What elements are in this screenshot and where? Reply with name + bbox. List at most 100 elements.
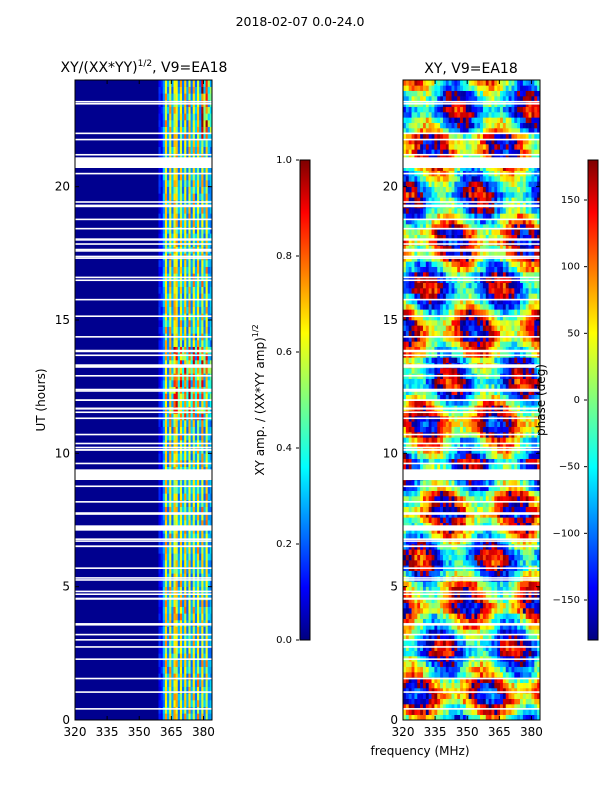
phase-cell	[417, 602, 421, 609]
amp-cell	[201, 126, 204, 134]
phase-cell	[451, 634, 455, 641]
amp-cell	[199, 693, 202, 701]
amp-cell	[162, 353, 166, 361]
phase-cell	[488, 613, 492, 619]
phase-cell	[494, 714, 498, 720]
amp-cell	[179, 706, 183, 714]
amp-cell	[207, 666, 211, 674]
phase-cell	[471, 645, 475, 651]
amp-cell	[162, 340, 166, 347]
amp-cell	[192, 120, 196, 127]
phase-cell	[537, 613, 540, 619]
phase-cell	[491, 453, 495, 459]
phase-cell	[445, 666, 449, 673]
amp-cell	[184, 93, 187, 101]
phase-cell	[465, 586, 469, 593]
phase-cell	[457, 645, 461, 651]
phase-cell	[425, 677, 429, 683]
amp-cell	[190, 193, 194, 201]
amp-cell	[184, 420, 187, 427]
phase-cell	[448, 448, 452, 454]
phase-cell	[505, 528, 509, 534]
amp-cell	[167, 140, 170, 147]
phase-cell	[511, 597, 515, 603]
phase-cell	[425, 570, 429, 577]
phase-cell	[534, 458, 538, 465]
amp-cell	[197, 660, 200, 667]
phase-cell	[451, 533, 455, 539]
phase-cell	[514, 672, 518, 678]
amp-cell	[171, 540, 174, 547]
flagged-line	[75, 255, 212, 258]
phase-cell	[445, 597, 449, 603]
phase-cell	[442, 549, 447, 555]
amp-cell	[173, 600, 176, 607]
phase-cell	[534, 704, 538, 710]
amp-cell	[184, 353, 187, 361]
amp-cell	[177, 353, 181, 361]
amp-cell	[164, 306, 168, 314]
amp-cell	[186, 306, 189, 314]
amp-cell	[190, 133, 194, 141]
phase-cell	[502, 560, 507, 566]
phase-cell	[414, 528, 418, 534]
phase-cell	[480, 682, 484, 689]
amp-cell	[175, 153, 179, 161]
phase-cell	[511, 661, 515, 667]
amp-cell	[201, 566, 204, 574]
phase-cell	[420, 490, 424, 497]
amp-cell	[162, 186, 166, 194]
amp-cell	[184, 613, 187, 621]
phase-cell	[414, 485, 418, 491]
phase-cell	[531, 666, 535, 673]
amp-cell	[169, 680, 172, 687]
phase-cell	[414, 629, 418, 635]
phase-cell	[420, 549, 424, 555]
phase-cell	[428, 714, 432, 720]
amp-cell	[175, 540, 179, 547]
phase-cell	[474, 501, 478, 507]
amp-cell	[209, 300, 212, 307]
phase-cell	[454, 480, 458, 486]
phase-cell	[537, 608, 540, 614]
amp-cell	[197, 606, 200, 614]
phase-cell	[500, 533, 504, 539]
phase-cell	[505, 517, 509, 523]
phase-cell	[403, 506, 407, 513]
phase-cell	[442, 496, 447, 502]
amp-cell	[169, 693, 172, 701]
amp-cell	[199, 86, 202, 94]
phase-cell	[428, 448, 432, 454]
amp-cell	[175, 493, 179, 501]
phase-cell	[491, 448, 495, 454]
phase-cell	[517, 624, 521, 630]
amp-cell	[173, 540, 176, 547]
amp-cell	[207, 686, 211, 694]
amp-cell	[199, 706, 202, 714]
amp-cell	[167, 566, 170, 574]
phase-cell	[474, 677, 478, 683]
flagged-line	[75, 374, 212, 377]
phase-cell	[451, 672, 455, 678]
phase-cell	[514, 554, 518, 561]
phase-cell	[511, 554, 515, 561]
amp-cell	[171, 480, 174, 487]
phase-cell	[408, 634, 412, 641]
phase-cell	[448, 485, 452, 491]
amp-cell	[182, 320, 185, 327]
amp-cell	[207, 306, 211, 314]
phase-cell	[482, 634, 487, 641]
phase-cell	[462, 496, 467, 502]
phase-cell	[491, 602, 495, 609]
phase-cell	[448, 682, 452, 689]
flagged-line	[75, 538, 212, 540]
phase-cell	[408, 581, 412, 587]
phase-cell	[482, 714, 487, 720]
phase-cell	[531, 597, 535, 603]
amp-cell	[207, 120, 211, 127]
amp-cell	[197, 646, 200, 654]
amp-cell	[184, 133, 187, 141]
phase-cell	[491, 698, 495, 705]
amp-cell	[205, 566, 209, 574]
phase-cell	[437, 496, 441, 502]
